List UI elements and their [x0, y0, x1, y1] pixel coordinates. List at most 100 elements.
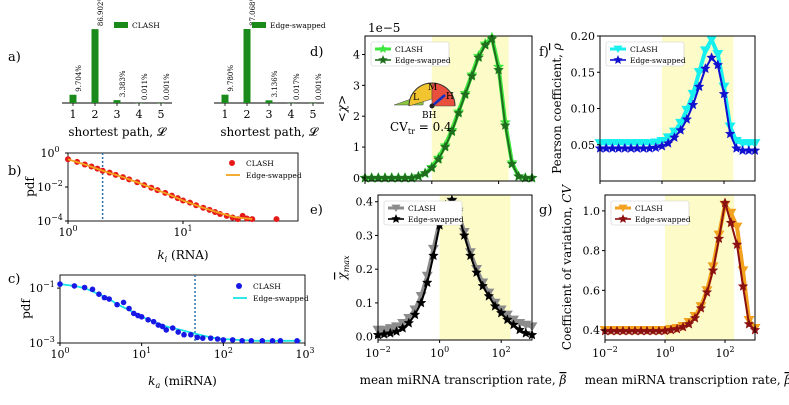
c-clash-point-24	[199, 335, 206, 341]
e-edge-marker-7	[409, 309, 421, 320]
g-ytick-label-4: 1.0	[583, 205, 601, 218]
g-xlabel: mean miRNA transcription rate, β	[585, 373, 789, 387]
e-edge-marker-6	[403, 317, 415, 328]
b-legend-clash-text: CLASH	[246, 159, 274, 168]
e-legend-edge-marker	[391, 213, 401, 224]
f-ylabel: Pearson coefficient, ρ	[550, 43, 564, 174]
f-clash-marker-15	[681, 105, 693, 115]
e-edge-marker-15	[459, 229, 470, 240]
g-clash-marker-24	[737, 266, 749, 276]
e-legend-clash-marker	[391, 204, 401, 213]
c-clash-point-33	[277, 338, 284, 344]
c-clash-point-6	[101, 294, 108, 301]
c-clash-point-7	[106, 296, 112, 302]
c-legend-clash-text: CLASH	[253, 282, 281, 291]
f-edge-marker-23	[731, 142, 742, 153]
e-ytick-label-5: 0.4	[356, 196, 374, 209]
g-ytick-label-3: 0.8	[583, 245, 601, 258]
gauge-label-h: H	[446, 92, 454, 102]
c-clash-point-25	[207, 335, 214, 341]
gauge-label-m: M	[428, 83, 437, 93]
a2-xlabel: shortest path, 𝓛	[220, 125, 319, 139]
panel-d-exponent: 1e−5	[368, 21, 400, 35]
plots-group: 1 9.704% 2 86.902% 3 3.383% 4 0.011% 5 0.001% shor…	[19, 0, 789, 390]
a2-value-label-1: 9.780%	[227, 65, 235, 92]
c-clash-point-11	[130, 310, 137, 317]
c-xtick-label-3: 102	[214, 346, 233, 361]
d-edge-marker-23	[506, 158, 518, 169]
panel-f-label: f)	[539, 45, 549, 60]
g-edge-marker-21	[719, 197, 731, 208]
e-edge-marker-9	[422, 277, 433, 288]
a2-value-label-2: 87.068%	[249, 0, 257, 26]
f-ytick-label-3: 0.15	[571, 66, 596, 79]
a2-tick-label-1: 1	[222, 108, 229, 121]
c-clash-point-22	[188, 331, 194, 338]
f-legend-edge-text: Edge-swapped	[630, 56, 686, 65]
d-edge-marker-9	[413, 170, 424, 181]
c-xtick-label-4: 103	[295, 346, 314, 361]
e-edge-marker-19	[483, 290, 495, 301]
g-legend-clash-text: CLASH	[635, 204, 663, 213]
e-edge-marker-23	[508, 319, 519, 330]
f-ytick-label-4: 0.20	[571, 30, 596, 43]
g-legend-clash-marker	[618, 204, 628, 213]
g-xtick-label-3: 102	[715, 345, 734, 360]
a1-value-label-3: 3.383%	[119, 70, 127, 97]
f-clash-marker-20	[712, 50, 724, 60]
g-edge-marker-15	[683, 318, 695, 329]
a2-value-label-3: 3.136%	[271, 70, 279, 97]
c-clash-point-23	[194, 334, 201, 341]
c-clash-point-3	[81, 284, 88, 291]
c-ylabel: pdf	[19, 298, 33, 319]
c-ytick-label-2: 10−3	[29, 335, 55, 350]
c-clash-point-10	[126, 305, 132, 312]
f-edge-marker-15	[681, 113, 693, 124]
g-edge-marker-19	[707, 264, 719, 275]
f-clash-marker-17	[693, 68, 705, 78]
e-edge-marker-10	[428, 250, 439, 261]
c-xtick-label-1: 100	[50, 346, 69, 361]
c-clash-point-13	[138, 314, 145, 320]
f-edge-marker-22	[724, 128, 736, 139]
c-clash-point-34	[294, 338, 300, 344]
g-overlay-frame	[604, 194, 756, 341]
a1-value-label-2: 86.902%	[97, 0, 105, 26]
e-ytick-label-3: 0.2	[356, 263, 374, 276]
e-legend-clash-text: CLASH	[408, 204, 436, 213]
b-xtick-label-2: 101	[173, 224, 192, 239]
b-clash-point-31	[273, 216, 280, 223]
a2-tick-label-2: 2	[244, 108, 251, 121]
g-ytick-label-2: 0.6	[583, 284, 601, 297]
f-edge-marker-11	[656, 140, 668, 151]
a1-bar-1	[69, 94, 77, 103]
c-clash-point-18	[163, 327, 170, 333]
gauge-hub	[429, 103, 435, 109]
g-ytick-label-1: 0.4	[583, 324, 601, 337]
d-edge-marker-11	[426, 162, 438, 173]
a1-tick-label-1: 1	[70, 108, 77, 121]
gauge-needle	[431, 94, 446, 107]
panel-d-label: d)	[310, 45, 323, 60]
f-clash-marker-19	[706, 35, 718, 45]
d-legend-edge-marker	[378, 54, 388, 65]
c-frame	[59, 274, 306, 344]
f-clash-marker-14	[675, 118, 687, 128]
a2-value-label-5: 0.001%	[315, 73, 323, 100]
panel-a-label: a)	[8, 50, 21, 65]
d-legend-clash-text: CLASH	[395, 45, 423, 54]
e-edge-marker-8	[415, 297, 427, 308]
d-edge-marker-10	[419, 167, 431, 178]
g-edge-marker-22	[725, 217, 737, 228]
d-legend-edge-text: Edge-swapped	[395, 56, 451, 65]
d-edge-marker-22	[500, 119, 511, 130]
c-ytick-label-1: 10−1	[29, 280, 55, 295]
e-edge-marker-20	[489, 300, 501, 311]
c-clash-point-19	[169, 325, 176, 331]
d-edge-marker-20	[486, 33, 498, 44]
c-clash-point-1	[57, 281, 63, 287]
c-legend-clash-marker	[236, 283, 242, 289]
e-edge-marker-17	[471, 267, 482, 278]
f-ytick-label-2: 0.10	[571, 103, 596, 116]
